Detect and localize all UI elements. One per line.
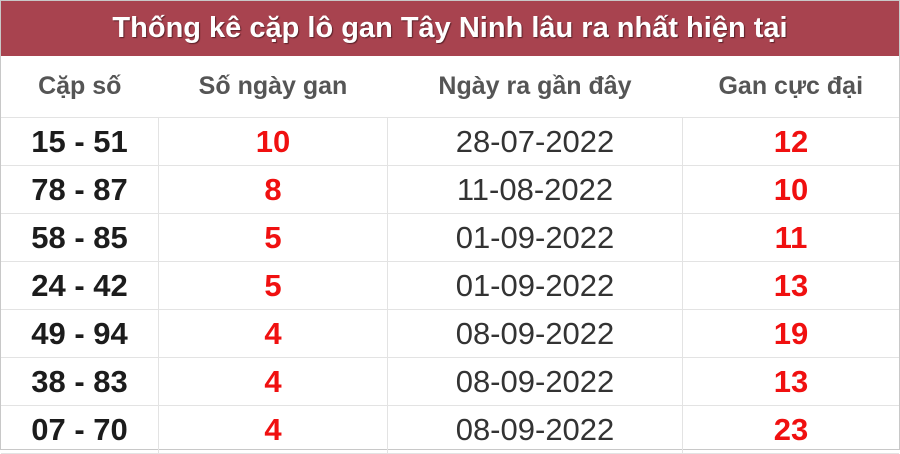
days-cell: 4 bbox=[158, 309, 388, 358]
pair-cell: 07 - 70 bbox=[1, 405, 159, 454]
date-cell: 01-09-2022 bbox=[387, 261, 683, 310]
table-row: 24 - 42 5 01-09-2022 13 bbox=[1, 261, 899, 310]
pair-cell: 58 - 85 bbox=[1, 213, 159, 262]
date-cell: 08-09-2022 bbox=[387, 405, 683, 454]
table-row: 38 - 83 4 08-09-2022 13 bbox=[1, 357, 899, 406]
days-cell: 4 bbox=[158, 357, 388, 406]
lo-gan-table: Cặp số Số ngày gan Ngày ra gần đây Gan c… bbox=[1, 56, 899, 454]
table-row: 58 - 85 5 01-09-2022 11 bbox=[1, 213, 899, 262]
max-cell: 13 bbox=[682, 261, 899, 310]
max-cell: 12 bbox=[682, 117, 899, 166]
pair-cell: 38 - 83 bbox=[1, 357, 159, 406]
column-header-days: Số ngày gan bbox=[198, 72, 348, 100]
days-cell: 5 bbox=[158, 213, 388, 262]
days-cell: 5 bbox=[158, 261, 388, 310]
date-cell: 08-09-2022 bbox=[387, 309, 683, 358]
column-header-max: Gan cực đại bbox=[718, 72, 864, 100]
pair-cell: 24 - 42 bbox=[1, 261, 159, 310]
days-cell: 4 bbox=[158, 405, 388, 454]
table-title: Thống kê cặp lô gan Tây Ninh lâu ra nhất… bbox=[1, 1, 899, 56]
max-cell: 23 bbox=[682, 405, 899, 454]
column-header-date: Ngày ra gần đây bbox=[438, 72, 632, 100]
date-cell: 08-09-2022 bbox=[387, 357, 683, 406]
max-cell: 10 bbox=[682, 165, 899, 214]
days-cell: 8 bbox=[158, 165, 388, 214]
date-cell: 11-08-2022 bbox=[387, 165, 683, 214]
column-header-pair: Cặp số bbox=[38, 72, 122, 100]
max-cell: 11 bbox=[682, 213, 899, 262]
table-row: 15 - 51 10 28-07-2022 12 bbox=[1, 117, 899, 166]
header-row: Cặp số Số ngày gan Ngày ra gần đây Gan c… bbox=[1, 56, 899, 118]
date-cell: 01-09-2022 bbox=[387, 213, 683, 262]
pair-cell: 78 - 87 bbox=[1, 165, 159, 214]
pair-cell: 49 - 94 bbox=[1, 309, 159, 358]
table-row: 78 - 87 8 11-08-2022 10 bbox=[1, 165, 899, 214]
pair-cell: 15 - 51 bbox=[1, 117, 159, 166]
max-cell: 19 bbox=[682, 309, 899, 358]
table-row: 49 - 94 4 08-09-2022 19 bbox=[1, 309, 899, 358]
days-cell: 10 bbox=[158, 117, 388, 166]
max-cell: 13 bbox=[682, 357, 899, 406]
date-cell: 28-07-2022 bbox=[387, 117, 683, 166]
table-row: 07 - 70 4 08-09-2022 23 bbox=[1, 405, 899, 454]
